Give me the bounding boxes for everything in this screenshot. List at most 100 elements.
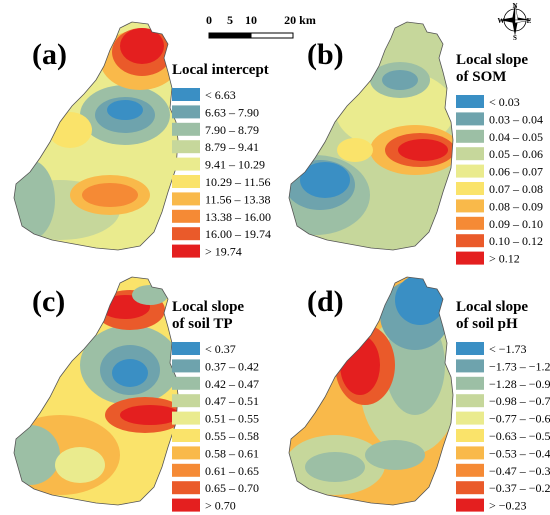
panel-label-b: (b) <box>307 38 344 71</box>
legend-item: 11.56 – 13.38 <box>172 192 271 206</box>
legend-item: 6.63 – 7.90 <box>172 105 259 119</box>
legend-swatch <box>456 342 484 355</box>
scale-bar: 0 5 10 20 km <box>206 13 316 39</box>
legend-label: 0.05 – 0.06 <box>489 147 543 161</box>
legend-item: 0.42 – 0.47 <box>172 376 259 391</box>
legend-label: −0.37 – −0.23 <box>489 481 550 495</box>
legend-swatch <box>172 429 200 442</box>
legend-label: 0.55 – 0.58 <box>205 429 259 443</box>
legend-item: −1.28 – −0.98 <box>456 376 550 391</box>
panel-label-a: (a) <box>32 38 67 71</box>
legend-label: > 0.12 <box>489 252 520 266</box>
legend-title-c-0: Local slope <box>172 299 244 315</box>
legend-item: −0.77 – −0.63 <box>456 411 550 426</box>
scale-tick-0: 0 <box>206 13 212 27</box>
legend-label: −1.73 – −1.28 <box>489 359 550 373</box>
legend-label: −0.47 – −0.37 <box>489 464 550 478</box>
legend-item: 0.05 – 0.06 <box>456 147 543 161</box>
legend-item: 0.06 – 0.07 <box>456 164 543 179</box>
legend-swatch <box>456 216 484 230</box>
legend-title-b-1: of SOM <box>456 69 506 85</box>
legend-item: > 0.12 <box>456 251 520 266</box>
legend-label: 0.03 – 0.04 <box>489 112 543 126</box>
legend-item: 16.00 – 19.74 <box>172 227 271 241</box>
legend-swatch <box>456 411 484 425</box>
legend-item: > 0.70 <box>172 498 236 513</box>
legend-swatch <box>172 175 200 188</box>
legend-swatch <box>172 498 200 512</box>
legend-title-d-1: of soil pH <box>456 316 518 332</box>
legend-item: 0.10 – 0.12 <box>456 234 543 248</box>
legend-label: −0.53 – −0.47 <box>489 446 550 460</box>
legend-swatch <box>456 182 484 195</box>
legend-swatch <box>172 227 200 241</box>
scale-tick-10: 10 <box>245 13 257 27</box>
legend-item: > 19.74 <box>172 244 242 259</box>
legend-swatch <box>456 463 484 477</box>
compass-e: E <box>527 17 532 25</box>
legend-swatch <box>172 463 200 477</box>
legend-label: 0.61 – 0.65 <box>205 464 259 478</box>
legend-label: 0.47 – 0.51 <box>205 394 259 408</box>
legend-item: 10.29 – 11.56 <box>172 175 271 189</box>
legend-swatch <box>456 95 484 108</box>
legend-item: −0.47 – −0.37 <box>456 463 550 478</box>
legend-label: 13.38 – 16.00 <box>205 210 271 224</box>
legend-swatch <box>456 112 484 126</box>
legend-swatch <box>456 446 484 460</box>
map-d <box>289 277 453 505</box>
compass-n: N <box>512 2 517 10</box>
legend-swatch <box>172 359 200 373</box>
legend-label: −0.77 – −0.63 <box>489 412 550 426</box>
legend-swatch <box>456 147 484 161</box>
legend-item: 0.37 – 0.42 <box>172 359 259 373</box>
legend-item: < −1.73 <box>456 342 527 356</box>
legend-item: > −0.23 <box>456 498 527 513</box>
legend-swatch <box>172 411 200 425</box>
legend-label: −0.63 – −0.53 <box>489 429 550 443</box>
legend-swatch <box>172 157 200 171</box>
legend-swatch <box>456 498 484 512</box>
legend-swatch <box>456 129 484 143</box>
legend-label: > 19.74 <box>205 245 242 259</box>
legend-label: 8.79 – 9.41 <box>205 140 259 154</box>
legend-swatch <box>172 394 200 408</box>
legend-swatch <box>456 164 484 178</box>
legend-swatch <box>456 481 484 495</box>
panel-label-d: (d) <box>307 285 344 318</box>
scale-bar-dark-segment <box>209 33 251 38</box>
legend-label: > 0.70 <box>205 499 236 513</box>
legend-item: 0.55 – 0.58 <box>172 429 259 443</box>
legend-swatch <box>456 359 484 373</box>
legend-label: 0.42 – 0.47 <box>205 377 259 391</box>
legend-label: 0.04 – 0.05 <box>489 130 543 144</box>
scale-tick-5: 5 <box>227 13 233 27</box>
legend-title-d-0: Local slope <box>456 299 528 315</box>
scale-bar-light-segment <box>250 32 294 39</box>
legend-title-a-0: Local intercept <box>172 62 269 78</box>
legend-label: −0.98 – −0.77 <box>489 394 550 408</box>
legend-a: Local intercept < 6.63 6.63 – 7.90 7.90 – 8… <box>172 62 271 259</box>
legend-label: 6.63 – 7.90 <box>205 105 259 119</box>
legend-item: 7.90 – 8.79 <box>172 122 259 137</box>
legend-swatch <box>172 342 200 355</box>
legend-item: < 6.63 <box>172 88 236 102</box>
legend-swatch <box>456 394 484 408</box>
legend-swatch <box>456 429 484 442</box>
legend-item: 0.07 – 0.08 <box>456 182 543 196</box>
legend-swatch <box>172 446 200 460</box>
legend-label: < −1.73 <box>489 342 527 356</box>
legend-item: 0.61 – 0.65 <box>172 463 259 478</box>
legend-item: < 0.03 <box>456 95 520 109</box>
legend-item: 0.04 – 0.05 <box>456 129 543 144</box>
legend-title-b-0: Local slope <box>456 52 528 68</box>
legend-label: 0.65 – 0.70 <box>205 481 259 495</box>
legend-item: −0.37 – −0.23 <box>456 481 550 495</box>
legend-item: −0.63 – −0.53 <box>456 429 550 443</box>
legend-swatch <box>172 209 200 223</box>
